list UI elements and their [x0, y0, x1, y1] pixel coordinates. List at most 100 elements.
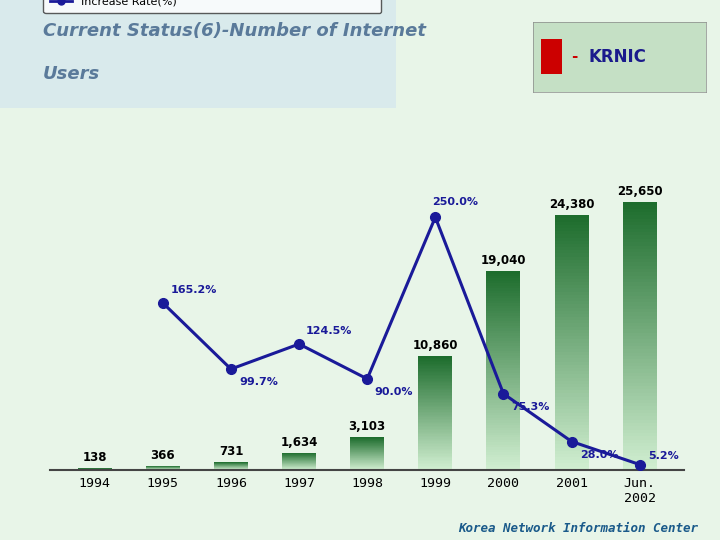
- Bar: [554, 406, 589, 409]
- Bar: [554, 359, 589, 362]
- Bar: [623, 292, 657, 296]
- Bar: [487, 455, 521, 457]
- Bar: [623, 269, 657, 272]
- Bar: [418, 362, 452, 363]
- Bar: [554, 314, 589, 317]
- Bar: [487, 341, 521, 343]
- Text: -: -: [571, 49, 577, 64]
- Bar: [487, 433, 521, 435]
- Bar: [487, 375, 521, 378]
- Bar: [487, 361, 521, 363]
- Bar: [418, 451, 452, 453]
- Bar: [418, 416, 452, 417]
- Bar: [418, 442, 452, 443]
- Bar: [418, 366, 452, 368]
- Text: 28.0%: 28.0%: [580, 450, 618, 460]
- Bar: [623, 242, 657, 246]
- Bar: [487, 390, 521, 393]
- Bar: [487, 460, 521, 462]
- Bar: [418, 434, 452, 436]
- Bar: [554, 247, 589, 250]
- Bar: [487, 442, 521, 445]
- Bar: [554, 390, 589, 394]
- Bar: [623, 272, 657, 275]
- Bar: [623, 235, 657, 239]
- Bar: [487, 303, 521, 306]
- Bar: [623, 252, 657, 255]
- Bar: [418, 397, 452, 399]
- Bar: [554, 381, 589, 384]
- Bar: [418, 438, 452, 440]
- Bar: [418, 358, 452, 359]
- Bar: [623, 212, 657, 215]
- Bar: [487, 333, 521, 336]
- Bar: [418, 365, 452, 366]
- Bar: [623, 208, 657, 212]
- Bar: [487, 318, 521, 321]
- Bar: [554, 438, 589, 441]
- Bar: [554, 298, 589, 301]
- Bar: [554, 467, 589, 470]
- Bar: [554, 317, 589, 320]
- Text: 731: 731: [219, 445, 243, 458]
- Bar: [487, 271, 521, 273]
- Bar: [623, 279, 657, 282]
- Bar: [487, 386, 521, 388]
- Bar: [623, 309, 657, 313]
- Bar: [487, 348, 521, 350]
- Bar: [554, 221, 589, 225]
- Bar: [623, 342, 657, 346]
- Bar: [418, 402, 452, 403]
- Text: 99.7%: 99.7%: [239, 377, 278, 387]
- Bar: [623, 430, 657, 433]
- Bar: [623, 275, 657, 279]
- Bar: [418, 392, 452, 393]
- Bar: [418, 389, 452, 390]
- Bar: [487, 445, 521, 448]
- Bar: [487, 355, 521, 358]
- Bar: [554, 256, 589, 260]
- Bar: [623, 443, 657, 447]
- Bar: [487, 343, 521, 346]
- Bar: [487, 353, 521, 355]
- Bar: [623, 447, 657, 450]
- Bar: [418, 433, 452, 434]
- Bar: [487, 328, 521, 330]
- Bar: [418, 420, 452, 422]
- Bar: [554, 282, 589, 285]
- Bar: [487, 425, 521, 428]
- Bar: [418, 453, 452, 454]
- Bar: [623, 302, 657, 306]
- Bar: [418, 446, 452, 447]
- Bar: [554, 320, 589, 323]
- Bar: [541, 39, 562, 74]
- Bar: [418, 431, 452, 433]
- Bar: [487, 313, 521, 316]
- Bar: [418, 461, 452, 463]
- Bar: [487, 370, 521, 373]
- Bar: [623, 353, 657, 356]
- Bar: [418, 395, 452, 396]
- Bar: [554, 225, 589, 228]
- Bar: [418, 375, 452, 376]
- Bar: [418, 393, 452, 395]
- Bar: [623, 255, 657, 259]
- Bar: [554, 426, 589, 428]
- Bar: [487, 462, 521, 465]
- Bar: [554, 419, 589, 422]
- Bar: [487, 284, 521, 286]
- Bar: [623, 296, 657, 299]
- Bar: [487, 467, 521, 470]
- Bar: [418, 447, 452, 449]
- Bar: [418, 369, 452, 370]
- Text: 24,380: 24,380: [549, 198, 594, 211]
- Bar: [623, 450, 657, 453]
- Bar: [487, 428, 521, 430]
- Bar: [623, 326, 657, 329]
- Bar: [418, 374, 452, 375]
- Bar: [554, 451, 589, 454]
- Bar: [554, 241, 589, 244]
- Bar: [554, 266, 589, 269]
- Bar: [554, 244, 589, 247]
- Bar: [554, 339, 589, 342]
